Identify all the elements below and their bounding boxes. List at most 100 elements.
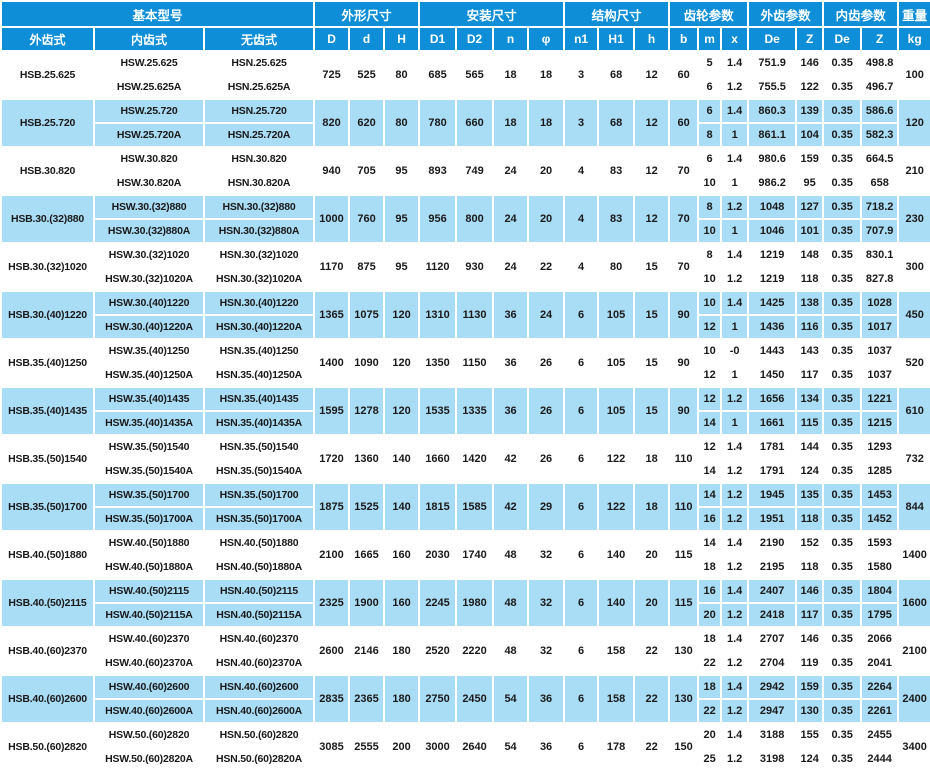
cell-int-de: 0.35 xyxy=(822,722,863,748)
cell-m: 12 xyxy=(697,386,723,412)
cell-int-z: 1804 xyxy=(860,578,900,604)
cell-h1: 68 xyxy=(597,98,636,148)
table-row: HSW.50.(60)2820A HSN.50.(60)2820A 25 1.2 319… xyxy=(1,746,930,772)
cell-int-z: 718.2 xyxy=(860,194,900,220)
cell-d2: 660 xyxy=(455,98,495,148)
cell-plain-model: HSN.50.(60)2820 xyxy=(202,722,316,748)
cell-h: 22 xyxy=(633,626,671,676)
cell-ext-de: 3188 xyxy=(747,722,798,748)
cell-int-z: 1037 xyxy=(860,338,900,364)
cell-n: 18 xyxy=(492,50,530,100)
cell-kg: 1600 xyxy=(897,578,930,628)
cell-b: 70 xyxy=(668,146,700,196)
cell-x: 1.2 xyxy=(720,458,750,484)
cell-n: 36 xyxy=(492,386,530,436)
cell-int-model: HSW.35.(40)1435 xyxy=(93,386,205,412)
cell-ext-de: 1781 xyxy=(747,434,798,460)
cell-d: 2146 xyxy=(348,626,386,676)
cell-int-z: 2041 xyxy=(860,650,900,676)
table-row: HSW.40.(60)2600A HSN.40.(60)2600A 22 1.2 294… xyxy=(1,698,930,724)
cell-ext-de: 1656 xyxy=(747,386,798,412)
table-header: 基本型号 外形尺寸 安装尺寸 结构尺寸 齿轮参数 外齿参数 内齿参数 重量 外齿式 内齿式 无齿式 D… xyxy=(0,0,930,52)
cell-int-z: 664.5 xyxy=(860,146,900,172)
cell-ext-z: 130 xyxy=(795,698,825,724)
cell-ext-z: 159 xyxy=(795,674,825,700)
cell-m: 8 xyxy=(697,194,723,220)
table-row: HSW.40.(60)2370A HSN.40.(60)2370A 22 1.2 270… xyxy=(1,650,930,676)
cell-x: 1.2 xyxy=(720,746,750,772)
cell-int-z: 1580 xyxy=(860,554,900,580)
cell-ext-z: 118 xyxy=(795,266,825,292)
cell-phi: 26 xyxy=(527,338,566,388)
cell-ext-z: 101 xyxy=(795,218,825,244)
cell-plain-model: HSN.30.(40)1220 xyxy=(202,290,316,316)
cell-m: 10 xyxy=(697,338,723,364)
cell-m: 6 xyxy=(697,74,723,100)
cell-d2: 2450 xyxy=(455,674,495,724)
cell-d1: 780 xyxy=(418,98,458,148)
cell-int-z: 1215 xyxy=(860,410,900,436)
cell-d2: 1335 xyxy=(455,386,495,436)
cell-int-model: HSW.40.(50)1880A xyxy=(93,554,205,580)
cell-int-z: 827.8 xyxy=(860,266,900,292)
cell-kg: 2100 xyxy=(897,626,930,676)
table-row: HSB.40.(60)2600 HSW.40.(60)2600 HSN.40.(60… xyxy=(0,674,930,724)
cell-h: 22 xyxy=(633,674,671,724)
column-header-17: Z xyxy=(795,26,825,52)
cell-ext-z: 119 xyxy=(795,650,825,676)
table-row: HSB.25.720 HSW.25.720 HSN.25.720 820 620 80 78… xyxy=(0,98,930,148)
cell-d2: 1585 xyxy=(455,482,495,532)
cell-int-model: HSW.35.(50)1540 xyxy=(93,434,205,460)
cell-ext-z: 122 xyxy=(795,74,825,100)
table-row: HSB.50.(60)2820 HSW.50.(60)2820 HSN.50.(60… xyxy=(0,722,930,772)
table-row: HSB.35.(40)1435 HSW.35.(40)1435 HSN.35.(40… xyxy=(0,386,930,436)
cell-ext-z: 146 xyxy=(795,626,825,652)
cell-d: 705 xyxy=(348,146,386,196)
cell-ext-de: 980.6 xyxy=(747,146,798,172)
column-header-2: 无齿式 xyxy=(202,26,316,52)
cell-ext-z: 143 xyxy=(795,338,825,364)
cell-n: 54 xyxy=(492,674,530,724)
cell-d: 2600 xyxy=(313,626,351,676)
cell-ext-de: 1661 xyxy=(747,410,798,436)
cell-int-z: 2455 xyxy=(860,722,900,748)
cell-b: 130 xyxy=(668,674,700,724)
cell-x: 1.4 xyxy=(720,146,750,172)
cell-h1: 122 xyxy=(597,434,636,484)
cell-m: 18 xyxy=(697,674,723,700)
cell-int-model: HSW.30.(32)1020 xyxy=(93,242,205,268)
column-header-16: De xyxy=(747,26,798,52)
cell-m: 22 xyxy=(697,698,723,724)
cell-ext-de: 1951 xyxy=(747,506,798,532)
cell-h: 15 xyxy=(633,242,671,292)
cell-h: 12 xyxy=(633,146,671,196)
cell-ext-de: 861.1 xyxy=(747,122,798,148)
cell-int-z: 1795 xyxy=(860,602,900,628)
table-row: HSW.40.(50)2115A HSN.40.(50)2115A 20 1.2 241… xyxy=(1,602,930,628)
cell-d1: 2750 xyxy=(418,674,458,724)
cell-d1: 685 xyxy=(418,50,458,100)
cell-x: 1.4 xyxy=(720,530,750,556)
cell-d: 2835 xyxy=(313,674,351,724)
cell-int-de: 0.35 xyxy=(822,242,863,268)
cell-plain-model: HSN.35.(50)1700 xyxy=(202,482,316,508)
cell-d1: 1350 xyxy=(418,338,458,388)
cell-int-model: HSW.50.(60)2820 xyxy=(93,722,205,748)
cell-phi: 36 xyxy=(527,674,566,724)
cell-h1: 158 xyxy=(597,674,636,724)
cell-x: 1 xyxy=(720,314,750,340)
cell-phi: 20 xyxy=(527,146,566,196)
column-header-20: kg xyxy=(897,26,930,52)
cell-x: 1 xyxy=(720,410,750,436)
cell-ext-z: 116 xyxy=(795,314,825,340)
cell-x: 1.4 xyxy=(720,290,750,316)
cell-plain-model: HSN.35.(40)1435 xyxy=(202,386,316,412)
cell-h1: 83 xyxy=(597,146,636,196)
cell-d1: 1310 xyxy=(418,290,458,340)
cell-ext-de: 2195 xyxy=(747,554,798,580)
cell-phi: 32 xyxy=(527,530,566,580)
cell-int-z: 1285 xyxy=(860,458,900,484)
cell-kg: 610 xyxy=(897,386,930,436)
table-row: HSB.30.(40)1220 HSW.30.(40)1220 HSN.30.(40… xyxy=(0,290,930,340)
cell-d: 875 xyxy=(348,242,386,292)
